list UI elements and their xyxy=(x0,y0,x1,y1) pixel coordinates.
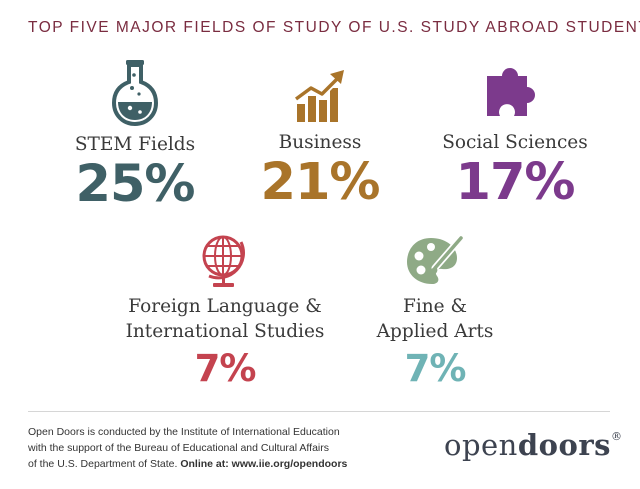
logo-part: open xyxy=(444,428,518,462)
field-fine-arts: Fine & Applied Arts 7% xyxy=(355,232,515,390)
footer-text: Open Doors is conducted by the Institute… xyxy=(28,424,388,472)
footer-line: of the U.S. Department of State. Online … xyxy=(28,456,388,472)
field-label: Social Sciences xyxy=(442,132,588,153)
logo-part-bold: doors xyxy=(517,428,611,462)
field-percent: 17% xyxy=(455,153,575,212)
field-social-sciences: Social Sciences 17% xyxy=(430,68,600,211)
footer-line: Open Doors is conducted by the Institute… xyxy=(28,426,340,438)
field-label: Business xyxy=(278,132,362,153)
field-label: Foreign Language & xyxy=(128,296,322,317)
field-foreign-language: Foreign Language & International Studies… xyxy=(115,232,335,390)
field-percent: 25% xyxy=(75,155,195,214)
registered-mark: ® xyxy=(610,430,623,443)
flask-icon xyxy=(112,60,158,126)
field-percent: 21% xyxy=(260,153,380,212)
rising-bar-chart-icon xyxy=(295,70,344,122)
field-stem: STEM Fields 25% xyxy=(60,58,210,213)
field-label: Applied Arts xyxy=(376,321,494,342)
field-business: Business 21% xyxy=(250,68,390,211)
field-label: International Studies xyxy=(125,321,325,342)
footer-divider xyxy=(28,411,610,412)
field-percent: 7% xyxy=(404,347,467,390)
footer-url[interactable]: Online at: www.iie.org/opendoors xyxy=(180,458,348,470)
field-percent: 7% xyxy=(194,347,257,390)
globe-icon xyxy=(202,235,245,287)
opendoors-logo: opendoors® xyxy=(444,428,622,462)
footer-line: with the support of the Bureau of Educat… xyxy=(28,442,329,454)
field-label: Fine & xyxy=(403,296,467,317)
puzzle-piece-icon xyxy=(487,68,535,116)
palette-icon xyxy=(407,234,465,284)
footer-line-text: of the U.S. Department of State. xyxy=(28,458,178,470)
field-label: STEM Fields xyxy=(74,134,196,155)
chart-title: TOP FIVE MAJOR FIELDS OF STUDY OF U.S. S… xyxy=(28,19,640,36)
